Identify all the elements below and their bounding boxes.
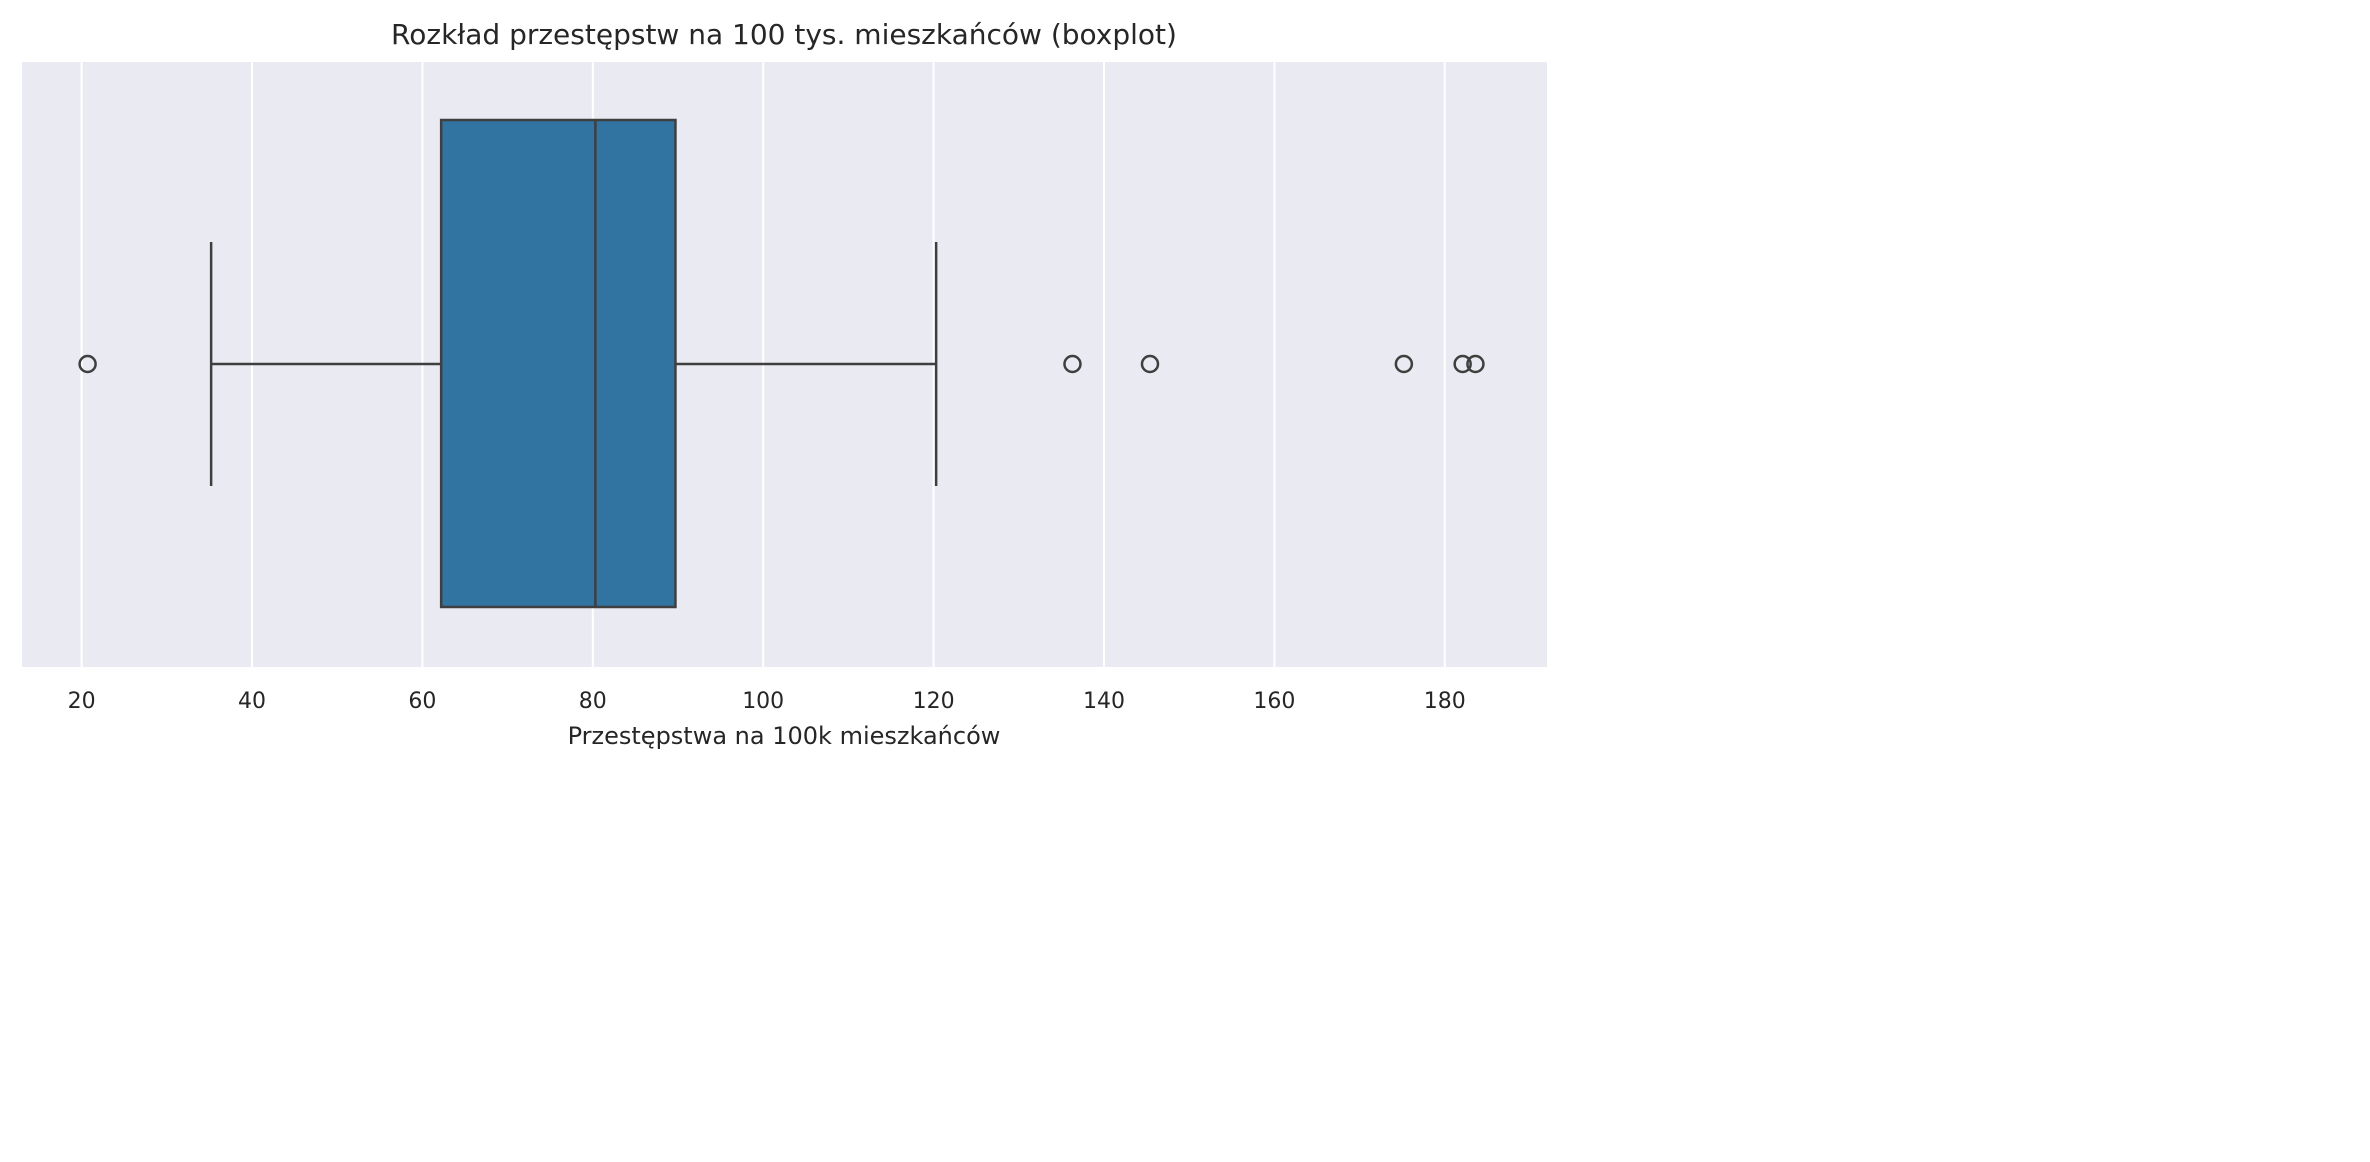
outlier-point-6 — [1466, 354, 1485, 374]
outlier-point-2 — [1063, 354, 1082, 374]
x-axis-label: Przestępstwa na 100k mieszkańców — [568, 722, 1001, 750]
chart-title: Rozkład przestępstw na 100 tys. mieszkań… — [391, 18, 1177, 51]
x-tick-label-100: 100 — [742, 689, 784, 714]
outlier-point-3 — [1140, 354, 1160, 374]
boxplot-chart: 20 40 60 80 100 120 140 160 180 Rozkład przestęp… — [0, 0, 1568, 764]
x-tick-label-60: 60 — [408, 689, 436, 714]
outlier-point-5 — [1453, 354, 1472, 374]
x-tick-label-80: 80 — [579, 689, 607, 714]
x-tick-label-40: 40 — [238, 689, 266, 714]
x-tick-label-160: 160 — [1253, 689, 1295, 714]
x-tick-label-180: 180 — [1424, 689, 1466, 714]
x-tick-label-20: 20 — [68, 689, 96, 714]
x-tick-label-140: 140 — [1083, 689, 1125, 714]
outlier-point-4 — [1394, 354, 1414, 374]
chart-marks — [78, 118, 1485, 609]
chart-canvas: 20 40 60 80 100 120 140 160 180 Rozkład przestęp… — [22, 18, 1547, 750]
outlier-point-1 — [78, 354, 97, 374]
x-tick-label-120: 120 — [913, 689, 955, 714]
iqr-box — [439, 118, 677, 609]
x-tick-labels: 20 40 60 80 100 120 140 160 180 — [68, 689, 1466, 714]
